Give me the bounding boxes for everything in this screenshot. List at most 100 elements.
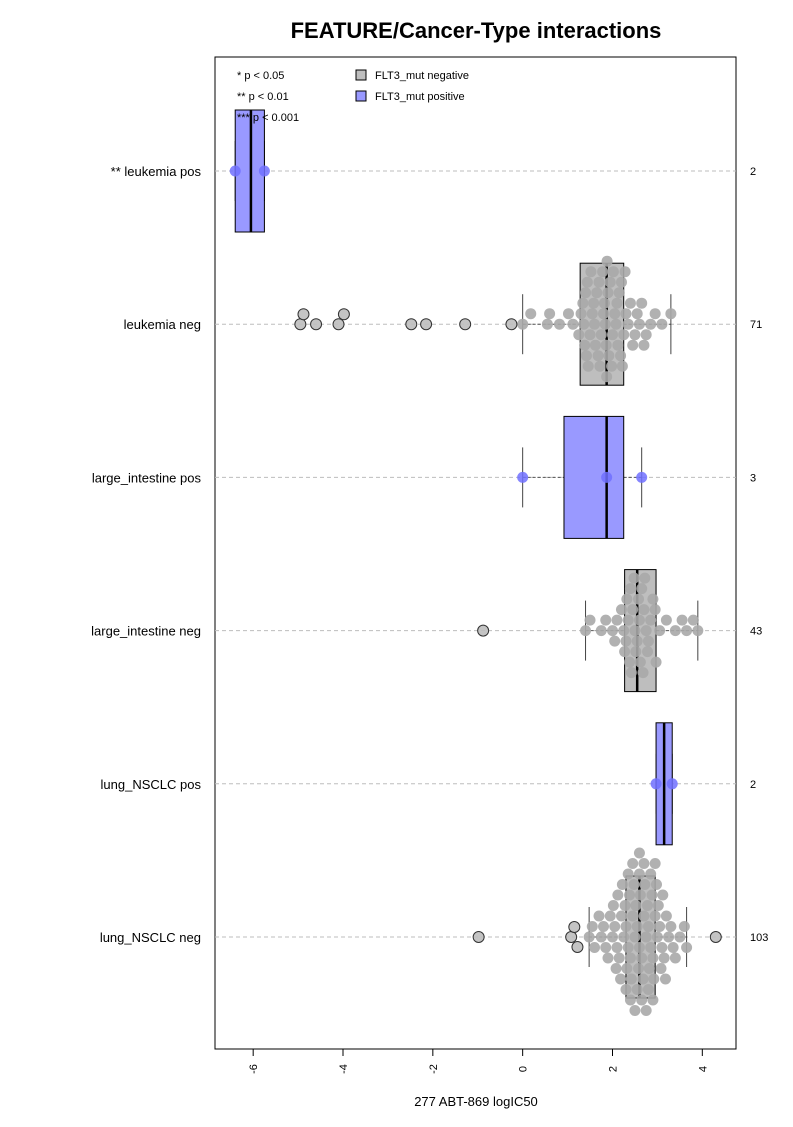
data-point-5-50 (640, 1005, 652, 1016)
legend-label-0: FLT3_mut negative (375, 70, 469, 82)
data-point-5-41 (633, 847, 645, 859)
data-point-5-6 (600, 942, 612, 953)
data-point-1-50 (620, 308, 632, 320)
data-point-3-39 (681, 625, 693, 637)
data-point-1-53 (627, 339, 639, 351)
data-point-1-61 (649, 308, 661, 320)
data-point-1-17 (585, 266, 597, 278)
data-point-5-58 (647, 952, 659, 964)
data-point-5-17 (615, 910, 627, 922)
data-point-3-11 (621, 593, 633, 605)
data-point-1-47 (616, 360, 628, 372)
outlier-point-5-3 (571, 941, 584, 953)
data-point-5-54 (643, 963, 655, 974)
data-point-1-55 (631, 308, 643, 320)
significance-legend-item-1: ** p < 0.01 (237, 91, 289, 103)
data-point-5-4 (595, 931, 607, 943)
outlier-point-1-1 (297, 308, 310, 321)
data-point-1-6 (567, 318, 579, 330)
x-tick-label-4: 2 (607, 1066, 619, 1072)
data-point-4-0 (650, 778, 662, 790)
data-point-5-61 (649, 910, 661, 922)
group-label-4: lung_NSCLC pos (101, 777, 202, 792)
data-point-1-57 (636, 297, 648, 309)
data-point-3-6 (611, 614, 623, 626)
data-point-1-2 (541, 318, 553, 330)
data-point-1-58 (638, 339, 650, 351)
outlier-point-5-2 (568, 921, 581, 933)
data-point-3-10 (620, 635, 632, 647)
data-point-5-64 (651, 931, 663, 943)
data-point-1-40 (609, 308, 621, 320)
data-point-2-2 (636, 471, 648, 483)
group-count-4: 2 (750, 779, 756, 791)
data-point-5-75 (667, 942, 679, 953)
x-tick-label-2: -2 (428, 1064, 440, 1074)
data-point-1-59 (640, 329, 652, 341)
outlier-point-5-0 (472, 931, 485, 943)
data-point-1-29 (598, 297, 610, 309)
data-point-5-1 (586, 921, 598, 932)
data-point-1-15 (582, 360, 594, 372)
data-point-5-22 (620, 984, 632, 995)
data-point-3-22 (633, 614, 645, 626)
data-point-5-13 (611, 942, 623, 953)
x-tick-label-3: 0 (518, 1066, 530, 1072)
data-point-5-8 (604, 910, 616, 922)
outlier-point-5-1 (565, 931, 578, 943)
data-point-1-49 (619, 266, 631, 278)
data-point-1-37 (606, 360, 618, 372)
data-point-3-40 (687, 614, 699, 626)
data-point-1-44 (613, 287, 625, 299)
data-point-0-0 (229, 165, 241, 177)
data-point-5-63 (651, 879, 663, 890)
data-point-5-2 (589, 942, 601, 953)
data-point-3-14 (624, 583, 636, 595)
x-tick-label-5: 4 (697, 1066, 709, 1072)
group-label-1: leukemia neg (124, 317, 201, 332)
data-point-3-26 (638, 604, 650, 616)
data-point-5-39 (633, 942, 645, 953)
data-point-5-52 (642, 921, 654, 932)
data-point-5-25 (622, 868, 634, 880)
data-point-3-33 (649, 604, 661, 616)
outlier-point-3-0 (477, 624, 490, 637)
data-point-5-21 (620, 921, 632, 932)
data-point-0-1 (258, 165, 270, 177)
data-point-5-9 (606, 931, 618, 943)
data-point-1-48 (618, 329, 630, 341)
data-point-1-8 (575, 308, 587, 320)
data-point-5-38 (633, 963, 645, 974)
data-point-1-22 (591, 287, 603, 299)
data-point-1-30 (599, 318, 611, 330)
data-point-5-51 (642, 900, 654, 911)
data-point-5-7 (602, 952, 614, 964)
data-point-5-14 (612, 889, 624, 901)
data-point-5-47 (638, 858, 650, 869)
outlier-point-1-8 (505, 318, 518, 331)
data-point-1-32 (601, 371, 613, 383)
group-count-1: 71 (750, 319, 762, 331)
data-point-1-7 (573, 329, 585, 341)
data-point-1-54 (629, 329, 641, 341)
data-point-1-23 (592, 350, 604, 362)
data-point-5-32 (628, 879, 640, 890)
data-point-1-18 (586, 308, 598, 320)
data-point-3-20 (631, 635, 643, 647)
label-layer: ** leukemia pos 2 leukemia neg 71 large_inte… (91, 164, 768, 945)
data-point-3-17 (628, 572, 640, 584)
data-point-1-39 (607, 266, 619, 278)
data-point-1-5 (562, 308, 574, 320)
data-point-3-12 (622, 614, 634, 626)
x-axis-title: 277 ABT-869 logIC50 (414, 1094, 538, 1109)
data-point-5-36 (631, 921, 643, 932)
data-point-3-7 (615, 604, 627, 616)
data-point-5-60 (648, 973, 660, 985)
data-point-1-52 (624, 297, 636, 309)
data-point-5-42 (634, 889, 646, 901)
data-point-5-45 (637, 973, 649, 985)
data-point-3-5 (609, 635, 621, 647)
data-point-5-10 (607, 900, 619, 911)
data-point-1-28 (598, 308, 610, 320)
data-point-3-8 (618, 625, 630, 637)
